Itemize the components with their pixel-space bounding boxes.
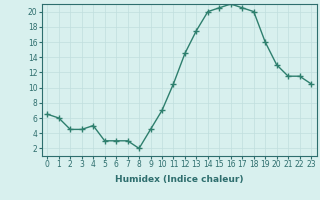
X-axis label: Humidex (Indice chaleur): Humidex (Indice chaleur) xyxy=(115,175,244,184)
